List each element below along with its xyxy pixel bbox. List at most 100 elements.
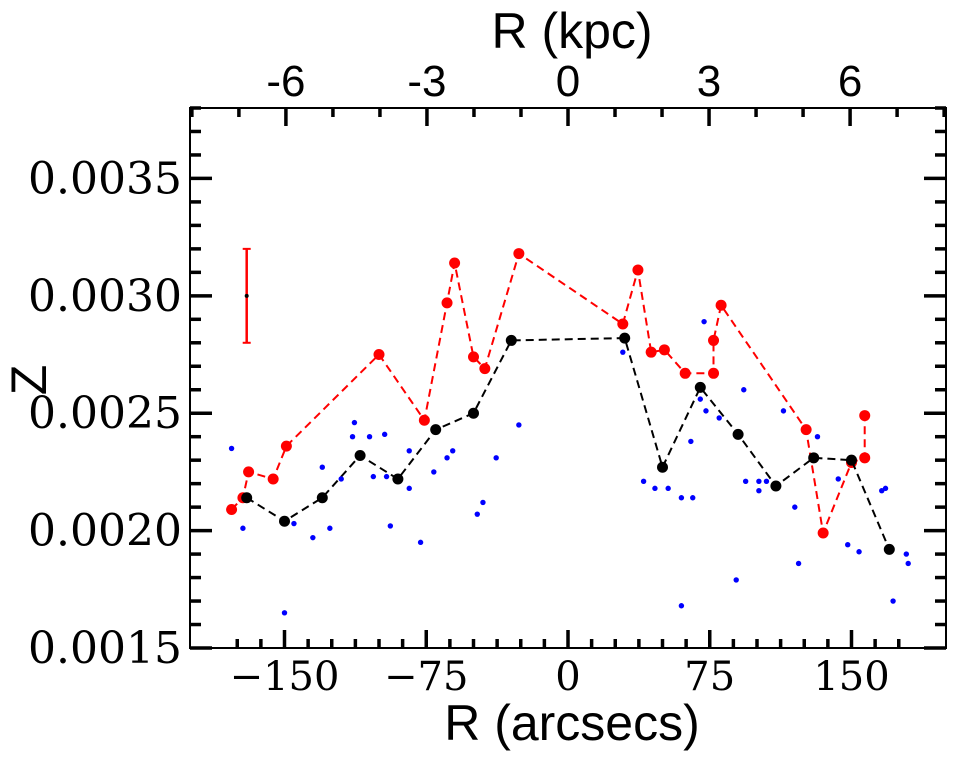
red-point xyxy=(280,440,292,452)
y-tick-label: 0.0015 xyxy=(28,623,182,674)
top-tick-label: 3 xyxy=(697,57,721,106)
blue-point xyxy=(665,485,671,492)
black-point xyxy=(468,407,479,419)
black-point xyxy=(770,480,782,492)
black-point xyxy=(241,492,253,504)
top-tick-label: -3 xyxy=(407,57,446,106)
black-point xyxy=(808,452,820,464)
black-series-line xyxy=(246,337,891,550)
y-axis-label: Z xyxy=(1,365,57,396)
red-point xyxy=(513,248,525,260)
red-point xyxy=(226,503,238,515)
red-point xyxy=(708,334,720,346)
y-tick-label: 0.0030 xyxy=(28,271,182,322)
y-tick-label: 0.0020 xyxy=(28,506,182,557)
tick-label-layer: −150 −75 0 75 150 -6 -3 0 3 6 0.0015 0.0020 0.0025 0.… xyxy=(28,57,890,700)
red-point xyxy=(267,473,279,485)
blue-point xyxy=(228,445,235,452)
red-point xyxy=(373,349,385,361)
blue-point xyxy=(291,520,297,527)
blue-point xyxy=(450,448,456,454)
red-point xyxy=(817,527,829,539)
blue-point xyxy=(516,422,522,428)
blue-point xyxy=(763,478,770,485)
red-point xyxy=(468,351,479,363)
blue-point xyxy=(678,495,685,501)
black-point xyxy=(846,454,857,466)
blue-point xyxy=(835,476,841,482)
red-point xyxy=(617,318,629,330)
blue-point xyxy=(417,539,424,546)
blue-point xyxy=(856,549,862,555)
red-point xyxy=(859,410,871,422)
blue-point xyxy=(795,560,802,567)
blue-point xyxy=(281,610,288,616)
plot-frame xyxy=(189,107,947,649)
blue-point xyxy=(780,408,787,414)
tick-layer xyxy=(190,106,946,650)
red-point xyxy=(441,297,453,309)
blue-point xyxy=(406,448,412,454)
black-point xyxy=(430,424,442,436)
red-point xyxy=(645,346,657,358)
blue-point xyxy=(444,455,450,461)
top-tick-label: -6 xyxy=(266,57,305,106)
blue-point xyxy=(240,525,246,531)
black-point xyxy=(657,461,668,473)
red-point xyxy=(243,466,255,478)
blue-point xyxy=(903,551,910,557)
blue-point xyxy=(845,541,851,548)
blue-point xyxy=(792,504,798,510)
blue-point xyxy=(640,478,647,485)
top-tick-label: 0 xyxy=(556,57,580,106)
blue-point xyxy=(688,438,694,445)
blue-point xyxy=(733,577,739,583)
blue-point xyxy=(480,499,486,506)
blue-point xyxy=(310,534,316,541)
blue-point xyxy=(319,464,325,470)
black-point xyxy=(392,473,404,485)
x-tick-label: 75 xyxy=(684,654,735,700)
blue-point xyxy=(620,349,626,355)
blue-point xyxy=(697,396,703,402)
blue-point xyxy=(756,487,762,494)
red-point xyxy=(800,424,812,436)
red-point xyxy=(859,452,871,464)
red-point xyxy=(708,367,720,379)
blue-point xyxy=(338,476,344,482)
blue-point xyxy=(756,478,762,485)
blue-point xyxy=(383,473,390,480)
blue-point xyxy=(327,525,333,531)
x-tick-label: −150 xyxy=(230,654,340,700)
blue-point xyxy=(690,495,696,501)
red-point xyxy=(658,344,670,356)
black-point xyxy=(316,492,328,504)
red-point xyxy=(449,257,461,269)
red-series-line xyxy=(230,252,866,537)
blue-point xyxy=(431,469,437,475)
x-axis-label: R (arcsecs) xyxy=(444,695,700,751)
blue-point xyxy=(351,419,358,426)
blue-point xyxy=(678,603,685,609)
red-point xyxy=(632,264,644,276)
black-point xyxy=(354,449,366,461)
black-point xyxy=(279,515,290,527)
blue-point xyxy=(701,318,707,325)
top-tick-label: 6 xyxy=(838,57,862,106)
black-point xyxy=(694,381,706,393)
blue-point xyxy=(349,433,356,440)
red-point xyxy=(715,299,727,311)
blue-point xyxy=(493,455,499,461)
red-point xyxy=(479,363,491,375)
blue-point xyxy=(905,560,911,567)
blue-point xyxy=(742,478,749,485)
blue-point xyxy=(703,408,709,414)
blue-point xyxy=(406,485,412,492)
black-point xyxy=(619,332,631,344)
blue-point xyxy=(366,433,373,440)
blue-point xyxy=(741,387,747,393)
blue-point xyxy=(474,511,480,517)
blue-point xyxy=(882,485,889,492)
blue-point xyxy=(381,431,388,438)
